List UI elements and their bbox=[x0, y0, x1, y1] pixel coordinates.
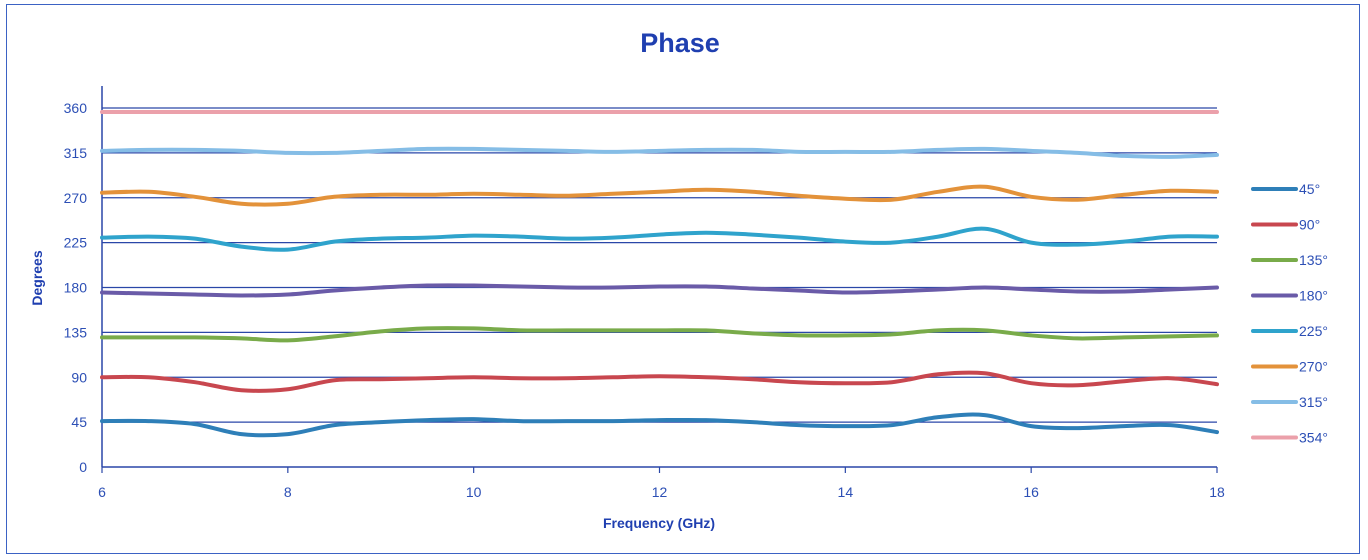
x-tick-labels: 6 8 10 12 14 16 18 bbox=[98, 484, 1225, 500]
chart-title: Phase bbox=[640, 28, 720, 58]
series-line-3 bbox=[100, 326, 1219, 343]
y-tick-label: 135 bbox=[64, 324, 88, 340]
legend-label: 315° bbox=[1299, 394, 1328, 410]
series-line-7 bbox=[100, 146, 1219, 159]
y-tick-label: 225 bbox=[64, 235, 88, 251]
x-tick-label: 6 bbox=[98, 484, 106, 500]
legend-label: 180° bbox=[1299, 288, 1328, 304]
x-tick-label: 14 bbox=[838, 484, 854, 500]
y-axis-title: Degrees bbox=[29, 250, 45, 305]
series-line-4 bbox=[100, 283, 1219, 298]
chart-frame bbox=[6, 4, 1360, 554]
y-tick-label: 180 bbox=[64, 280, 88, 296]
y-tick-label: 0 bbox=[79, 459, 87, 475]
x-axis-title: Frequency (GHz) bbox=[603, 515, 715, 531]
series-line-1 bbox=[100, 412, 1219, 438]
axes bbox=[101, 86, 1218, 473]
legend: 45° 90° 135° 180° 225° 270° 315° 354° bbox=[1251, 181, 1328, 446]
x-tick-label: 16 bbox=[1023, 484, 1039, 500]
legend-label: 354° bbox=[1299, 430, 1328, 446]
series-line-5 bbox=[100, 226, 1219, 252]
series-lines bbox=[100, 109, 1219, 438]
x-tick-label: 12 bbox=[652, 484, 668, 500]
series-line-2 bbox=[100, 370, 1219, 393]
y-tick-label: 90 bbox=[71, 369, 87, 385]
legend-label: 270° bbox=[1299, 359, 1328, 375]
legend-label: 90° bbox=[1299, 217, 1320, 233]
y-tick-label: 360 bbox=[64, 100, 88, 116]
y-tick-label: 270 bbox=[64, 190, 88, 206]
series-line-6 bbox=[100, 184, 1219, 207]
legend-label: 225° bbox=[1299, 323, 1328, 339]
y-tick-label: 45 bbox=[71, 414, 87, 430]
legend-label: 135° bbox=[1299, 252, 1328, 268]
y-tick-labels: 0 45 90 135 180 225 270 315 360 bbox=[64, 100, 88, 475]
x-tick-label: 8 bbox=[284, 484, 292, 500]
legend-label: 45° bbox=[1299, 181, 1320, 197]
x-tick-label: 18 bbox=[1209, 484, 1225, 500]
y-tick-label: 315 bbox=[64, 145, 88, 161]
x-tick-label: 10 bbox=[466, 484, 482, 500]
